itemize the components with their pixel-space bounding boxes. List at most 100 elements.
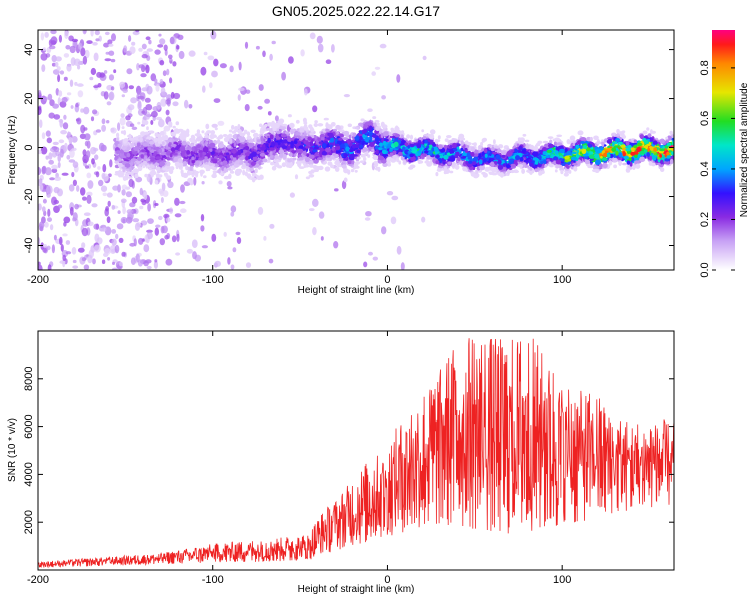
heatmap-cell [404, 142, 409, 147]
heatmap-cell [375, 145, 379, 151]
heatmap-cell [560, 169, 564, 175]
heatmap-cell [72, 217, 77, 222]
heatmap-cell [163, 172, 168, 176]
heatmap-cell [86, 191, 93, 197]
heatmap-cell [179, 200, 186, 205]
heatmap-cell [308, 174, 315, 178]
heatmap-cell [575, 153, 580, 159]
heatmap-cell [154, 203, 159, 206]
heatmap-cell [110, 58, 116, 63]
heatmap-cell [542, 140, 549, 144]
heatmap-cell [435, 160, 440, 165]
heatmap-cell [209, 142, 216, 148]
heatmap-cell [123, 130, 127, 136]
heatmap-cell [59, 148, 64, 158]
heatmap-cell [546, 159, 551, 162]
heatmap-cell [646, 152, 650, 157]
heatmap-x-tick-label: 100 [553, 274, 571, 286]
heatmap-cell [95, 171, 100, 178]
heatmap-cell [555, 163, 560, 169]
heatmap-cell [601, 157, 608, 161]
heatmap-cell [66, 64, 72, 72]
heatmap-cell [449, 170, 454, 174]
heatmap-cell [136, 161, 140, 165]
heatmap-cell [46, 245, 51, 251]
heatmap-cell [232, 152, 237, 158]
heatmap-cell [109, 159, 113, 168]
snr-x-tick-label: -100 [202, 574, 224, 586]
heatmap-cell [482, 159, 487, 163]
heatmap-cell [51, 168, 58, 173]
heatmap-cell [652, 140, 658, 145]
heatmap-frame [37, 29, 675, 271]
heatmap-cell [143, 120, 149, 126]
heatmap-cell [42, 47, 47, 52]
heatmap-cell [363, 128, 368, 134]
heatmap-cell [103, 91, 109, 100]
heatmap-cell [229, 65, 234, 73]
heatmap-cell [666, 151, 670, 156]
heatmap-cell [271, 40, 276, 45]
heatmap-cell [341, 180, 347, 190]
heatmap-cell [142, 164, 146, 169]
heatmap-cell [554, 150, 559, 155]
heatmap-cell [147, 203, 152, 212]
heatmap-cell [103, 70, 108, 74]
heatmap-cell [125, 115, 131, 121]
heatmap-cell [276, 165, 283, 169]
heatmap-cell [335, 143, 340, 147]
heatmap-cell [307, 136, 313, 141]
heatmap-cell [509, 169, 515, 174]
heatmap-cell [649, 155, 652, 161]
heatmap-cell [77, 64, 81, 70]
heatmap-cell [165, 175, 172, 180]
heatmap-cell [511, 149, 515, 153]
heatmap-cell [394, 133, 401, 138]
heatmap-cell [53, 114, 60, 119]
heatmap-cell [290, 130, 294, 135]
heatmap-cell [581, 148, 587, 154]
heatmap-cell [101, 172, 106, 180]
heatmap-cell [239, 132, 246, 137]
heatmap-cell [309, 208, 315, 212]
heatmap-cell [180, 184, 185, 193]
heatmap-cell [94, 233, 100, 243]
heatmap-cell [140, 154, 144, 159]
heatmap-cell [490, 146, 495, 152]
heatmap-cell [298, 166, 305, 170]
heatmap-cell [480, 141, 484, 147]
heatmap-cell [324, 166, 331, 172]
heatmap-cell [47, 208, 51, 217]
heatmap-cell [454, 164, 460, 170]
heatmap-cell [216, 139, 221, 145]
heatmap-cell [275, 159, 279, 164]
heatmap-cell [321, 150, 328, 156]
heatmap-cell [354, 169, 358, 173]
heatmap-cell [343, 177, 348, 183]
heatmap-x-tick-label: -100 [202, 274, 224, 286]
heatmap-cell [632, 145, 638, 149]
heatmap-cell [271, 141, 276, 147]
heatmap-cell [338, 129, 345, 133]
heatmap-cell [342, 160, 346, 164]
heatmap-cell [229, 170, 235, 174]
heatmap-cell [317, 43, 324, 53]
heatmap-cell [61, 172, 69, 176]
heatmap-cell [305, 141, 311, 146]
heatmap-cell [295, 131, 301, 136]
heatmap-cell [452, 138, 458, 143]
heatmap-cell [44, 221, 49, 228]
heatmap-cell [382, 149, 387, 155]
heatmap-cell [438, 144, 443, 150]
heatmap-cell [494, 145, 500, 149]
heatmap-cell [331, 146, 335, 151]
heatmap-cell [110, 86, 115, 91]
heatmap-cell [203, 51, 208, 56]
heatmap-cell [101, 124, 106, 132]
heatmap-cell [258, 84, 264, 91]
heatmap-cell [65, 251, 72, 255]
heatmap-cell [131, 126, 138, 130]
heatmap-cell [157, 44, 164, 48]
heatmap-cell [586, 147, 591, 152]
heatmap-cell [154, 179, 159, 185]
